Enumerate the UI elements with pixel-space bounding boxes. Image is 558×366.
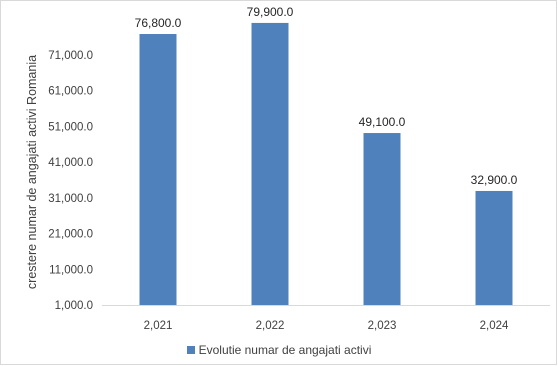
y-axis-title: crestere numar de angajati activi Romani… bbox=[25, 55, 39, 289]
y-tick-label: 21,000.0 bbox=[48, 229, 93, 241]
y-tick-label: 1,000.0 bbox=[55, 300, 93, 312]
bar bbox=[251, 22, 289, 306]
data-label: 49,100.0 bbox=[359, 115, 406, 129]
x-tick-label: 2,024 bbox=[480, 320, 509, 332]
x-tick-label: 2,022 bbox=[256, 320, 285, 332]
x-tick-label: 2,021 bbox=[144, 320, 173, 332]
legend-swatch bbox=[186, 345, 195, 354]
data-label: 79,900.0 bbox=[247, 5, 294, 19]
bar bbox=[475, 190, 513, 305]
legend: Evolutie numar de angajati activi bbox=[0, 343, 558, 357]
y-tick-label: 51,000.0 bbox=[48, 121, 93, 133]
y-tick-label: 31,000.0 bbox=[48, 193, 93, 205]
y-tick-label: 71,000.0 bbox=[48, 50, 93, 62]
x-tick-label: 2,023 bbox=[368, 320, 397, 332]
data-label: 76,800.0 bbox=[135, 16, 182, 30]
bar bbox=[139, 34, 177, 305]
y-tick-label: 61,000.0 bbox=[48, 86, 93, 98]
y-tick-label: 11,000.0 bbox=[49, 264, 93, 276]
data-label: 32,900.0 bbox=[471, 173, 518, 187]
bar bbox=[363, 133, 401, 305]
legend-label: Evolutie numar de angajati activi bbox=[198, 343, 372, 357]
y-tick-label: 41,000.0 bbox=[48, 157, 93, 169]
